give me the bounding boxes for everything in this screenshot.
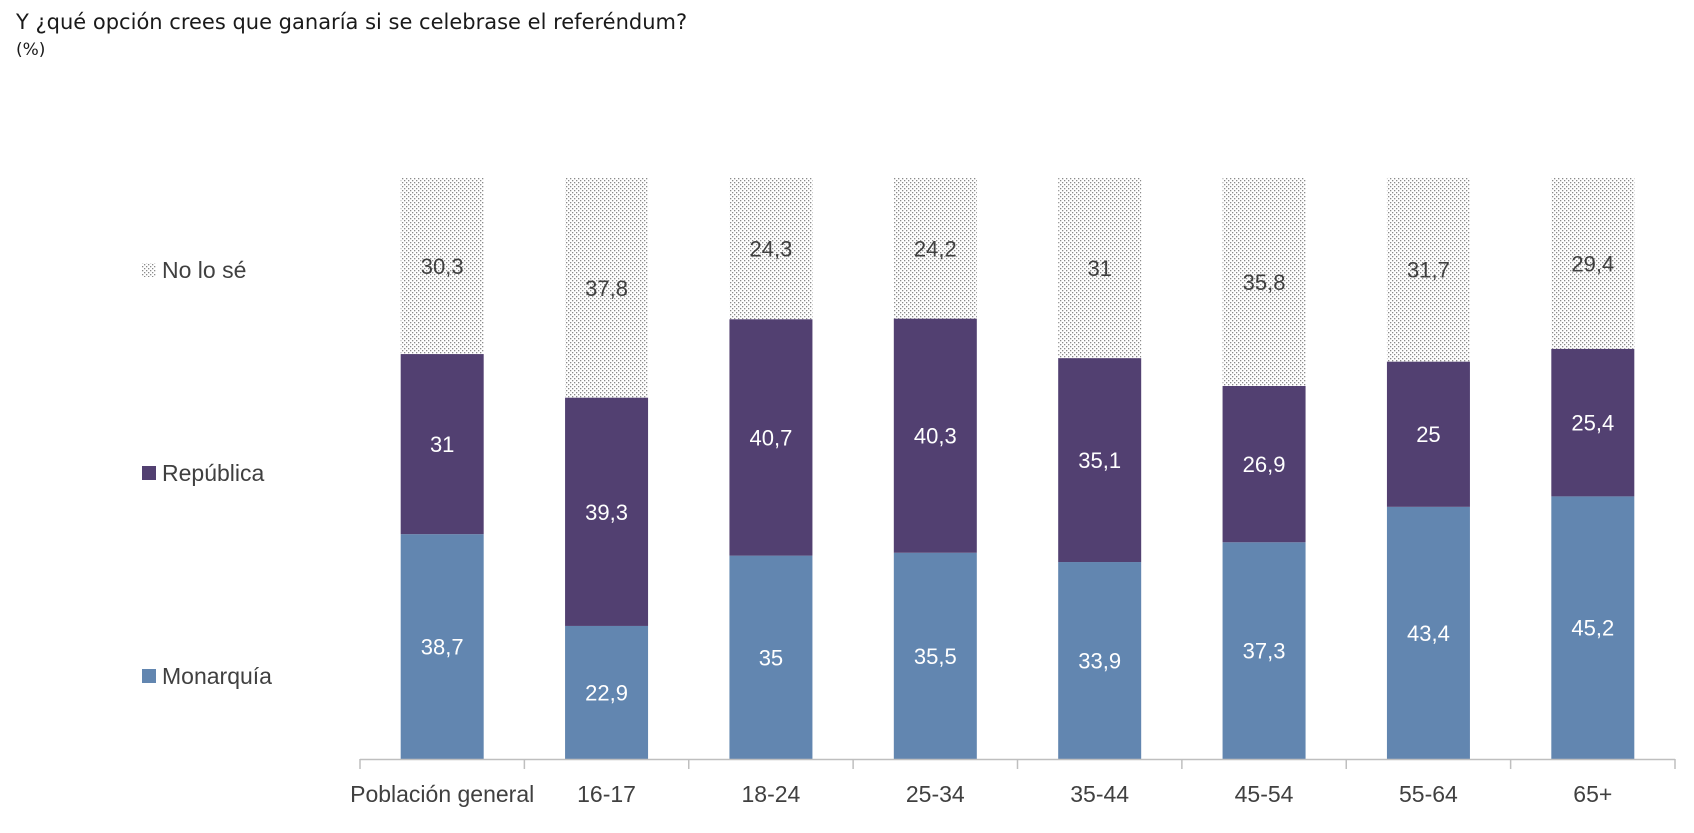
- bar-monarquia-1: [565, 625, 649, 759]
- x-tick-label-2: 18-24: [742, 781, 801, 807]
- x-axis: Población general 16-17 18-24 25-34 35-44 45-…: [350, 758, 1676, 807]
- bar-monarquia-3: [893, 552, 977, 759]
- bar-monarquia-0: [400, 534, 484, 759]
- data-label-republica-0: 31: [430, 432, 454, 457]
- x-tick-label-0: Población general: [350, 781, 534, 807]
- data-label-nolose-0: 30,3: [421, 254, 464, 279]
- legend: No lo sé República Monarquía: [142, 257, 272, 689]
- data-label-nolose-4: 31: [1087, 256, 1111, 281]
- data-label-republica-5: 26,9: [1243, 452, 1286, 477]
- legend-swatch-monarquia: [142, 669, 156, 683]
- bar-nolose-7: [1551, 178, 1635, 349]
- bar-nolose-1: [565, 178, 649, 398]
- bar-republica-6: [1386, 361, 1470, 507]
- data-label-nolose-7: 29,4: [1571, 251, 1614, 276]
- data-label-monarquia-2: 35: [759, 645, 783, 670]
- legend-swatch-nolose: [142, 263, 156, 277]
- data-label-republica-1: 39,3: [585, 500, 628, 525]
- bar-republica-3: [893, 318, 977, 553]
- data-label-nolose-1: 37,8: [585, 276, 628, 301]
- legend-label-monarquia: Monarquía: [162, 663, 272, 689]
- data-label-monarquia-5: 37,3: [1243, 639, 1286, 664]
- data-label-republica-6: 25: [1416, 422, 1440, 447]
- x-tick-label-5: 45-54: [1235, 781, 1294, 807]
- data-label-monarquia-4: 33,9: [1078, 649, 1121, 674]
- data-label-republica-4: 35,1: [1078, 448, 1121, 473]
- data-label-monarquia-1: 22,9: [585, 680, 628, 705]
- bar-nolose-0: [400, 178, 484, 355]
- x-tick-label-3: 25-34: [906, 781, 965, 807]
- bar-nolose-4: [1058, 178, 1142, 359]
- data-label-monarquia-0: 38,7: [421, 635, 464, 660]
- bar-republica-7: [1551, 348, 1635, 497]
- legend-label-nolose: No lo sé: [162, 257, 246, 283]
- bar-nolose-6: [1386, 177, 1470, 362]
- legend-swatch-republica: [142, 466, 156, 480]
- x-tick-label-7: 65+: [1573, 781, 1612, 807]
- bar-republica-4: [1058, 358, 1142, 563]
- data-label-monarquia-7: 45,2: [1571, 616, 1614, 641]
- data-label-monarquia-3: 35,5: [914, 644, 957, 669]
- bar-republica-1: [565, 397, 649, 626]
- data-label-republica-2: 40,7: [750, 425, 793, 450]
- data-label-nolose-5: 35,8: [1243, 270, 1286, 295]
- x-tick-label-1: 16-17: [577, 781, 636, 807]
- bar-republica-5: [1222, 385, 1306, 543]
- bar-monarquia-6: [1386, 506, 1470, 759]
- data-label-republica-3: 40,3: [914, 424, 957, 449]
- chart-subtitle: (%): [16, 40, 46, 60]
- chart-title: Y ¿qué opción crees que ganaría si se ce…: [16, 10, 688, 34]
- bar-monarquia-5: [1222, 542, 1306, 759]
- bar-nolose-2: [729, 178, 813, 320]
- bar-monarquia-2: [729, 555, 813, 759]
- x-tick-label-6: 55-64: [1399, 781, 1458, 807]
- bar-monarquia-4: [1058, 562, 1142, 759]
- x-tick-label-4: 35-44: [1070, 781, 1129, 807]
- bar-monarquia-7: [1551, 496, 1635, 759]
- legend-label-republica: República: [162, 460, 264, 486]
- data-label-nolose-6: 31,7: [1407, 258, 1450, 283]
- data-label-republica-7: 25,4: [1571, 411, 1614, 436]
- data-label-monarquia-6: 43,4: [1407, 621, 1450, 646]
- bar-nolose-3: [893, 178, 977, 319]
- bar-republica-0: [400, 354, 484, 535]
- data-label-nolose-2: 24,3: [750, 237, 793, 262]
- labels-layer: 38,7 31 30,3 22,9 39,3 37,8 35 40,7 24,3 35,5 40,3…: [421, 236, 1614, 705]
- data-label-nolose-3: 24,2: [914, 236, 957, 261]
- bar-republica-2: [729, 319, 813, 556]
- bars-layer: [400, 177, 1635, 759]
- bar-nolose-5: [1222, 178, 1306, 386]
